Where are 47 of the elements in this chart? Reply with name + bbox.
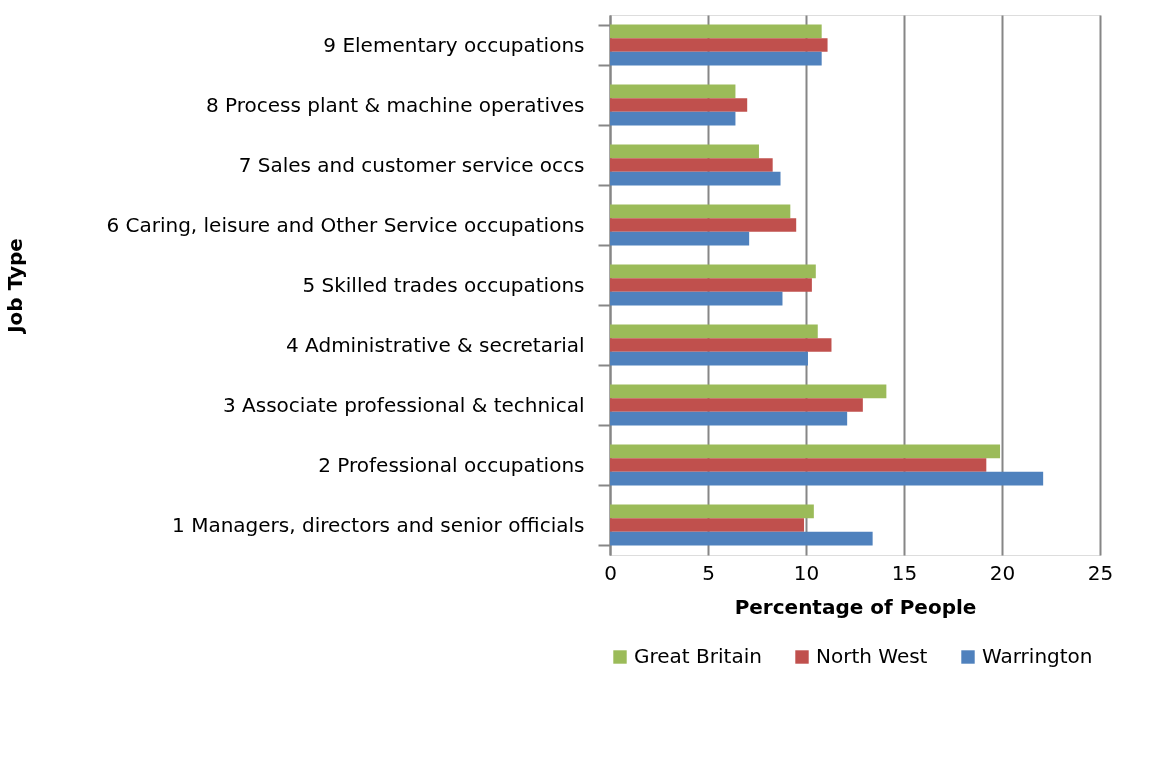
bar	[610, 411, 848, 426]
bar	[610, 458, 987, 472]
legend-label: North West	[816, 644, 928, 668]
bar	[610, 324, 818, 339]
bar	[610, 384, 887, 399]
bar	[610, 504, 814, 519]
x-tick-label: 10	[793, 560, 820, 585]
bar	[610, 338, 832, 352]
y-tick-label: 7 Sales and customer service occs	[238, 152, 585, 177]
bar	[610, 84, 736, 99]
bar	[610, 111, 736, 126]
bar	[610, 158, 773, 172]
x-tick-label: 15	[891, 560, 918, 585]
bar	[610, 471, 1044, 486]
bar	[610, 291, 783, 306]
bar	[610, 98, 748, 112]
bar	[610, 38, 828, 52]
bar	[610, 51, 822, 66]
legend-label: Warrington	[982, 644, 1093, 668]
legend-label: Great Britain	[634, 644, 762, 668]
x-tick-label: 5	[702, 560, 715, 585]
bar	[610, 444, 1001, 459]
bar	[610, 531, 873, 546]
y-tick-label: 3 Associate professional & technical	[222, 392, 585, 417]
bar	[610, 204, 791, 219]
bar	[610, 144, 759, 159]
y-tick-label: 6 Caring, leisure and Other Service occupations	[106, 212, 585, 237]
bar	[610, 171, 781, 186]
y-tick-label: 5 Skilled trades occupations	[302, 272, 585, 297]
bar	[610, 24, 822, 39]
bar	[610, 264, 816, 279]
x-tick-label: 0	[604, 560, 617, 585]
y-tick-label: 4 Administrative & secretarial	[286, 332, 585, 357]
y-tick-label: 8 Process plant & machine operatives	[205, 92, 585, 117]
bar	[610, 398, 863, 412]
y-tick-label: 9 Elementary occupations	[323, 32, 585, 57]
bar	[610, 218, 797, 232]
bar	[610, 518, 805, 532]
y-tick-label: 2 Professional occupations	[318, 452, 585, 477]
x-tick-label: 20	[989, 560, 1016, 585]
y-axis-title: Job Type	[2, 238, 27, 335]
bar	[610, 278, 812, 292]
bar	[610, 351, 808, 366]
y-tick-label: 1 Managers, directors and senior officials	[172, 512, 585, 537]
bar	[610, 231, 750, 246]
x-axis-title: Percentage of People	[734, 594, 977, 619]
x-tick-label: 25	[1087, 560, 1114, 585]
